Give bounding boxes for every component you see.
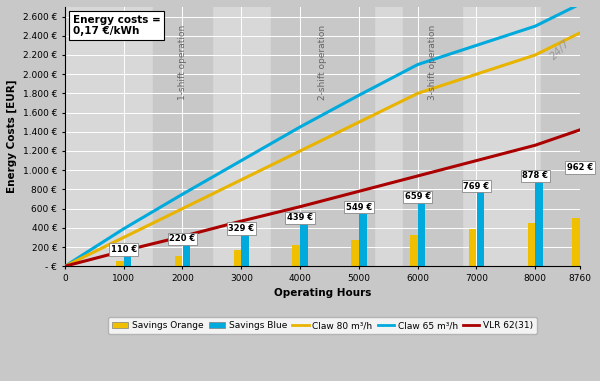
Text: 549 €: 549 €: [346, 203, 372, 212]
Text: 24/7: 24/7: [549, 38, 572, 62]
Bar: [535, 182, 543, 266]
Bar: [182, 245, 190, 266]
Bar: [124, 256, 131, 266]
Bar: [359, 213, 367, 266]
Legend: Savings Orange, Savings Blue, Claw 80 m³/h, Claw 65 m³/h, VLR 62(31): Savings Orange, Savings Blue, Claw 80 m³…: [108, 317, 537, 334]
Text: 878 €: 878 €: [522, 171, 548, 180]
Bar: [469, 229, 476, 266]
Y-axis label: Energy Costs [EUR]: Energy Costs [EUR]: [7, 80, 17, 193]
Text: 220 €: 220 €: [169, 234, 196, 243]
Text: 2-shift operation: 2-shift operation: [317, 25, 326, 100]
Text: 659 €: 659 €: [404, 192, 431, 201]
Text: 3-shift operation: 3-shift operation: [428, 25, 437, 100]
Text: 439 €: 439 €: [287, 213, 313, 223]
Text: 769 €: 769 €: [463, 182, 490, 190]
X-axis label: Operating Hours: Operating Hours: [274, 288, 371, 298]
Bar: [241, 235, 249, 266]
Bar: [116, 261, 124, 266]
Bar: [403, 7, 462, 266]
Text: 962 €: 962 €: [567, 163, 593, 172]
Bar: [541, 7, 580, 266]
Bar: [300, 224, 308, 266]
Bar: [233, 250, 241, 266]
Bar: [410, 235, 418, 266]
Text: 1-shift operation: 1-shift operation: [178, 25, 187, 100]
Bar: [476, 192, 484, 266]
Bar: [175, 256, 182, 266]
Bar: [572, 218, 580, 266]
Bar: [351, 240, 359, 266]
Bar: [418, 203, 425, 266]
Bar: [527, 223, 535, 266]
Text: 110 €: 110 €: [110, 245, 137, 254]
Bar: [153, 7, 212, 266]
Text: 329 €: 329 €: [228, 224, 254, 233]
Bar: [292, 245, 300, 266]
Text: Energy costs =
0,17 €/kWh: Energy costs = 0,17 €/kWh: [73, 15, 160, 36]
Bar: [271, 7, 374, 266]
Bar: [580, 174, 587, 266]
